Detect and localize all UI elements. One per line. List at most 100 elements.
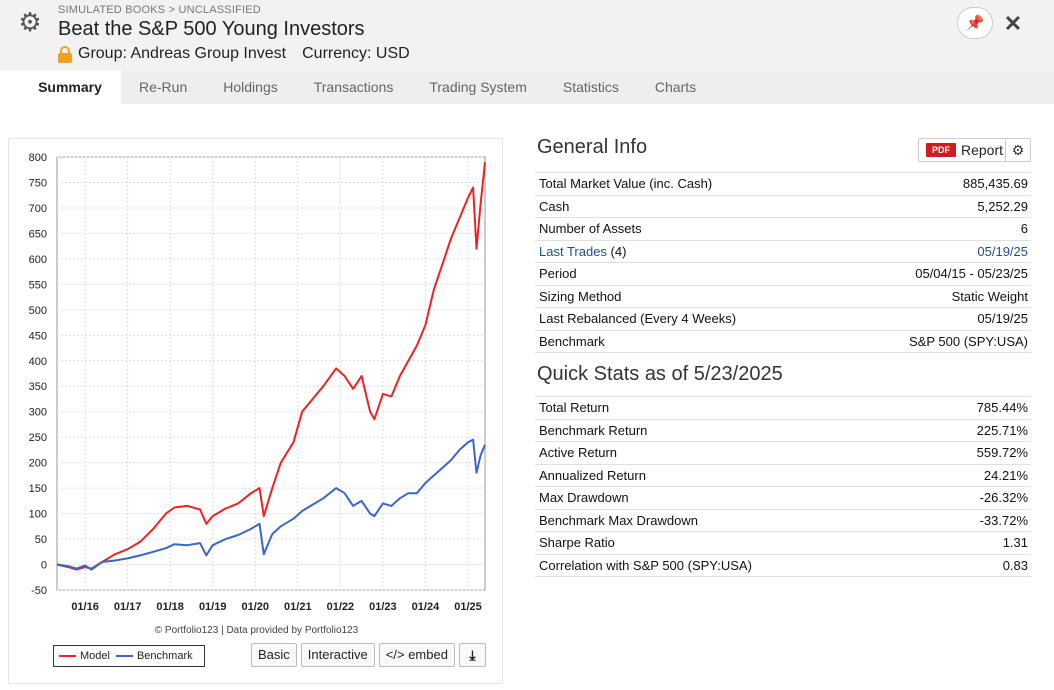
y-tick-label: 600 [29,254,47,266]
performance-chart-panel: 800 750 700 650 600 550 500 450 400 350 300 250 200 1… [8,138,503,684]
y-tick-label: 450 [29,330,47,342]
tab-statistics[interactable]: Statistics [562,79,619,95]
row-value: Static Weight [841,284,1031,308]
interactive-button[interactable]: Interactive [300,643,375,667]
pdf-icon: PDF [926,143,956,157]
table-row: Benchmark Return 225.71% [535,418,1031,442]
row-value: 05/19/25 [841,239,1031,263]
chart-credit: © Portfolio123 | Data provided by Portfo… [154,625,359,636]
x-tick-label: 01/21 [284,601,312,613]
performance-chart[interactable]: 8007507006506005505004504003503002502001… [9,139,504,619]
row-value: 6 [841,217,1031,240]
legend-swatch-model [59,655,76,657]
download-button[interactable]: ⤓ [458,643,486,667]
table-row: Cash 5,252.29 [535,194,1031,218]
table-row: Correlation with S&P 500 (SPY:USA) 0.83 [535,553,1031,577]
report-label: Report [961,142,1004,158]
quick-stats-title: Quick Stats as of 5/23/2025 [537,363,783,385]
quick-stats-table: Total Return 785.44% Benchmark Return 225.… [535,396,1031,577]
basic-button[interactable]: Basic [251,643,297,667]
y-tick-label: 700 [29,203,47,215]
download-icon: ⤓ [469,647,476,663]
row-value: 5,252.29 [841,194,1031,218]
tab-trading-system[interactable]: Trading System [429,79,527,95]
breadcrumb[interactable]: SIMULATED BOOKS > UNCLASSIFIED [58,4,261,16]
y-tick-label: 250 [29,432,47,444]
tab-bar: Summary Re-Run Holdings Transactions Tra… [19,71,1054,104]
legend-label-benchmark: Benchmark [136,650,193,662]
general-info-table: Total Market Value (inc. Cash) 885,435.69… [535,172,1031,353]
embed-button[interactable]: </> embed [378,643,455,667]
table-row: Last Rebalanced (Every 4 Weeks) 05/19/25 [535,307,1031,330]
book-subtitle: Group: Andreas Group Invest Currency: US… [58,45,410,63]
unlock-icon [58,45,72,63]
row-value: 885,435.69 [841,172,1031,195]
tab-summary[interactable]: Summary [19,71,121,104]
row-value: 785.44% [927,396,1031,419]
currency-label: Currency: USD [302,45,410,62]
row-value: 24.21% [927,463,1031,487]
x-tick-label: 01/17 [114,601,142,613]
table-row: Number of Assets 6 [535,217,1031,240]
y-tick-label: 500 [29,305,47,317]
row-value: 0.83 [927,553,1031,577]
chart-toolbar: Basic Interactive </> embed ⤓ [251,643,490,667]
row-value: -26.32% [927,486,1031,509]
last-trades-count: (4) [606,243,627,259]
row-label: Correlation with S&P 500 (SPY:USA) [535,553,928,577]
row-value: 05/19/25 [841,307,1031,330]
tab-re-run[interactable]: Re-Run [139,79,188,95]
general-info-title: General Info [537,136,648,158]
row-label: Total Market Value (inc. Cash) [535,172,842,195]
group-label: Group: Andreas Group Invest [78,45,287,62]
table-row: Benchmark Max Drawdown -33.72% [535,508,1031,532]
table-row: Last Trades (4) 05/19/25 [535,239,1031,263]
row-label: Cash [535,194,842,218]
last-trade-date-link[interactable]: 05/19/25 [977,243,1028,259]
row-label: Last Trades (4) [535,239,842,263]
table-row: Total Market Value (inc. Cash) 885,435.69 [535,172,1031,195]
x-tick-label: 01/22 [327,601,355,613]
row-label: Annualized Return [535,463,928,487]
row-label: Max Drawdown [535,486,928,509]
x-tick-label: 01/23 [369,601,397,613]
y-tick-label: 150 [29,483,47,495]
pin-icon: 📌 [965,15,985,32]
chart-legend: Model Benchmark [53,645,205,667]
y-tick-label: 0 [41,560,47,572]
series-line-model [56,161,486,571]
row-label: Active Return [535,441,928,464]
book-header: ⚙ SIMULATED BOOKS > UNCLASSIFIED Beat th… [0,0,1054,71]
table-row: Active Return 559.72% [535,441,1031,464]
legend-item-model[interactable]: Model [59,650,110,662]
table-row: Sizing Method Static Weight [535,284,1031,308]
row-label: Benchmark [535,329,842,353]
report-settings-icon[interactable]: ⚙ [1005,139,1030,161]
tab-transactions[interactable]: Transactions [313,79,394,95]
gear-icon[interactable]: ⚙ [18,7,42,37]
close-button[interactable]: ✕ [1003,12,1023,36]
row-label: Benchmark Max Drawdown [535,508,928,532]
x-tick-label: 01/25 [454,601,482,613]
y-tick-label: 800 [29,152,47,164]
row-value: 559.72% [927,441,1031,464]
last-trades-link[interactable]: Last Trades [539,243,607,259]
legend-item-benchmark[interactable]: Benchmark [115,650,193,662]
tab-charts[interactable]: Charts [654,79,697,95]
x-tick-label: 01/19 [199,601,227,613]
row-value: 225.71% [927,418,1031,442]
x-tick-label: 01/18 [156,601,184,613]
legend-label-model: Model [80,650,110,662]
y-tick-label: 400 [29,356,47,368]
row-value: S&P 500 (SPY:USA) [841,329,1031,353]
row-value: -33.72% [927,508,1031,532]
report-button[interactable]: PDF Report ⚙ [918,138,1031,162]
tab-holdings[interactable]: Holdings [223,79,278,95]
row-label: Number of Assets [535,217,842,240]
table-row: Total Return 785.44% [535,396,1031,419]
y-tick-label: -50 [31,585,47,597]
legend-swatch-benchmark [115,655,133,657]
y-tick-label: 200 [29,458,47,470]
table-row: Annualized Return 24.21% [535,463,1031,487]
pin-button[interactable]: 📌 [957,7,993,39]
